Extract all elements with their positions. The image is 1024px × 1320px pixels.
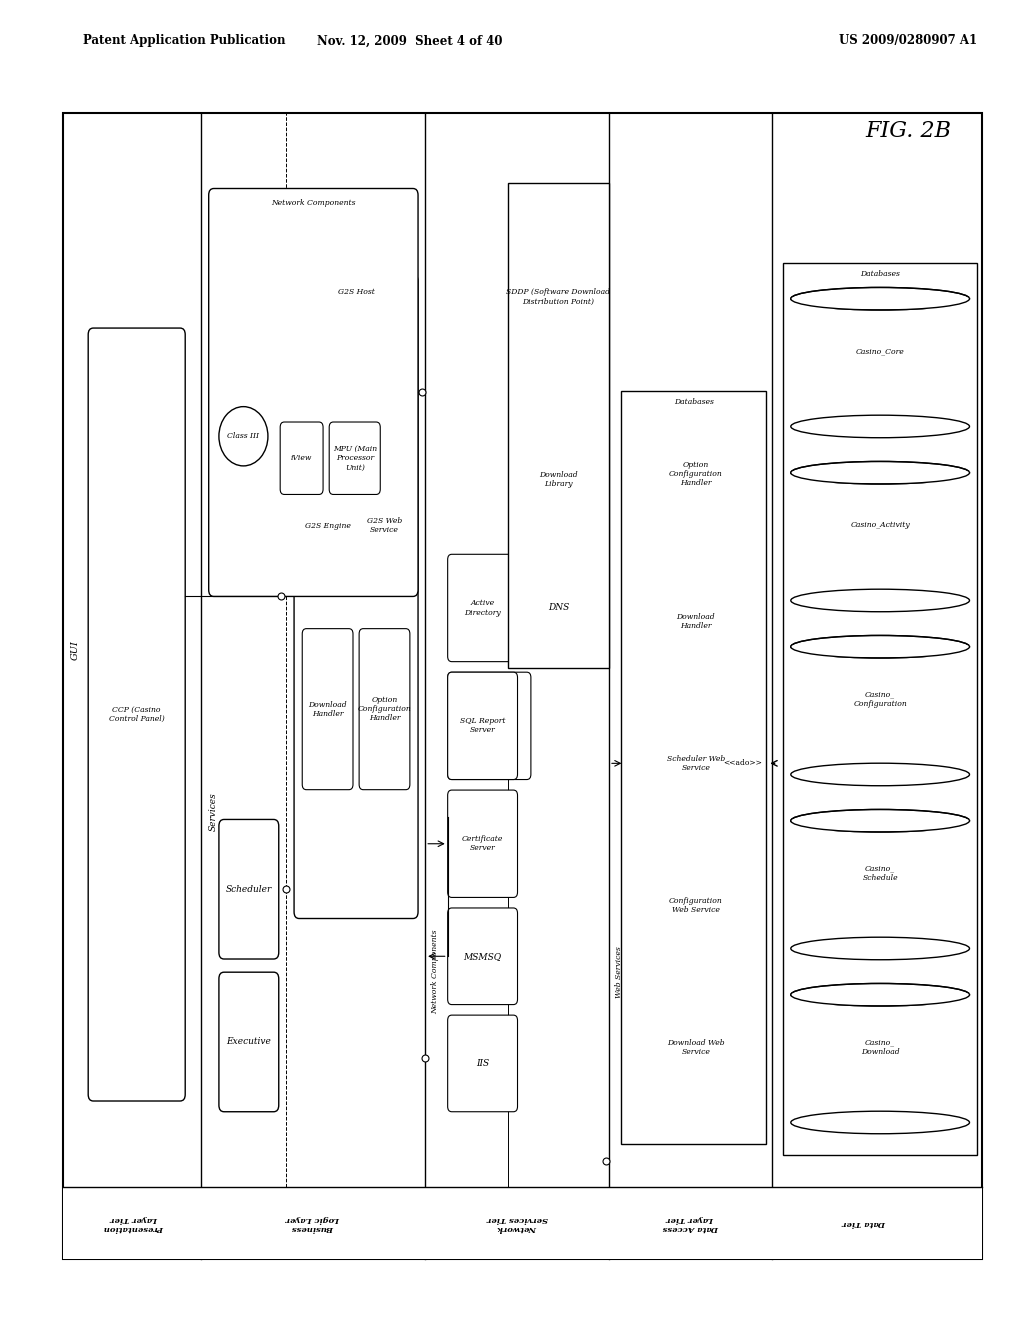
Text: DNS: DNS xyxy=(548,603,569,612)
FancyBboxPatch shape xyxy=(447,672,530,780)
FancyBboxPatch shape xyxy=(447,908,517,1005)
Text: Casino_
Schedule: Casino_ Schedule xyxy=(862,865,898,882)
FancyBboxPatch shape xyxy=(62,1187,982,1259)
FancyBboxPatch shape xyxy=(302,628,353,789)
Text: G2S Web
Service: G2S Web Service xyxy=(367,517,402,535)
Text: Databases: Databases xyxy=(860,269,899,277)
Text: Download Web
Service: Download Web Service xyxy=(667,1039,725,1056)
Ellipse shape xyxy=(791,1111,970,1134)
Ellipse shape xyxy=(219,407,268,466)
Text: FIG. 2B: FIG. 2B xyxy=(865,120,951,143)
FancyBboxPatch shape xyxy=(791,994,970,1005)
Text: G2S Engine: G2S Engine xyxy=(305,521,350,529)
Text: Patent Application Publication: Patent Application Publication xyxy=(83,34,286,48)
FancyBboxPatch shape xyxy=(447,672,517,780)
FancyBboxPatch shape xyxy=(630,557,762,686)
FancyBboxPatch shape xyxy=(447,791,517,898)
Text: Class III: Class III xyxy=(227,432,259,441)
Ellipse shape xyxy=(791,635,970,657)
Ellipse shape xyxy=(791,983,970,1006)
Text: Data Access
Layer Tier: Data Access Layer Tier xyxy=(663,1214,719,1232)
FancyBboxPatch shape xyxy=(791,645,970,656)
Text: G2S Host: G2S Host xyxy=(338,288,375,296)
Text: Nov. 12, 2009  Sheet 4 of 40: Nov. 12, 2009 Sheet 4 of 40 xyxy=(317,34,503,48)
FancyBboxPatch shape xyxy=(513,414,604,544)
FancyBboxPatch shape xyxy=(630,983,762,1111)
FancyBboxPatch shape xyxy=(630,698,762,828)
FancyBboxPatch shape xyxy=(791,471,970,483)
Text: Scheduler Web
Service: Scheduler Web Service xyxy=(667,755,725,772)
Text: Option
Configuration
Handler: Option Configuration Handler xyxy=(669,461,723,487)
Text: MSMSQ: MSMSQ xyxy=(464,952,502,961)
Text: Option
Configuration
Handler: Option Configuration Handler xyxy=(357,696,412,722)
FancyBboxPatch shape xyxy=(791,473,970,601)
Text: Casino_Activity: Casino_Activity xyxy=(850,521,910,529)
Ellipse shape xyxy=(791,288,970,310)
Text: iView: iView xyxy=(291,454,312,462)
FancyBboxPatch shape xyxy=(447,554,517,661)
FancyBboxPatch shape xyxy=(359,454,410,597)
Text: IIS: IIS xyxy=(476,1059,489,1068)
Ellipse shape xyxy=(791,809,970,832)
Text: Download
Handler: Download Handler xyxy=(677,612,715,630)
FancyBboxPatch shape xyxy=(630,404,762,544)
FancyBboxPatch shape xyxy=(791,820,970,830)
Text: Casino_Core: Casino_Core xyxy=(856,347,904,355)
FancyBboxPatch shape xyxy=(513,190,604,404)
Text: Download
Library: Download Library xyxy=(540,471,578,488)
FancyBboxPatch shape xyxy=(447,1015,517,1111)
FancyBboxPatch shape xyxy=(219,973,279,1111)
Text: MPU (Main
Processor
Unit): MPU (Main Processor Unit) xyxy=(333,445,377,471)
Text: US 2009/0280907 A1: US 2009/0280907 A1 xyxy=(839,34,977,48)
FancyBboxPatch shape xyxy=(513,554,604,661)
Text: Casino_
Download: Casino_ Download xyxy=(861,1039,899,1056)
Text: Services: Services xyxy=(208,792,217,830)
Text: Presentation
Layer Tier: Presentation Layer Tier xyxy=(104,1214,164,1232)
Text: Network
Services Tier: Network Services Tier xyxy=(486,1214,548,1232)
FancyBboxPatch shape xyxy=(622,391,766,1144)
FancyBboxPatch shape xyxy=(62,114,982,1259)
Ellipse shape xyxy=(791,416,970,438)
Text: Configuration
Web Service: Configuration Web Service xyxy=(669,896,723,913)
FancyBboxPatch shape xyxy=(294,275,418,919)
Text: Certificate
Server: Certificate Server xyxy=(462,836,503,853)
FancyBboxPatch shape xyxy=(302,454,353,597)
FancyBboxPatch shape xyxy=(329,422,380,495)
FancyBboxPatch shape xyxy=(791,647,970,775)
Text: Data Tier: Data Tier xyxy=(843,1220,886,1228)
FancyBboxPatch shape xyxy=(782,263,977,1155)
Text: <<ado>>: <<ado>> xyxy=(723,759,762,767)
Text: Executive: Executive xyxy=(226,1038,271,1047)
FancyBboxPatch shape xyxy=(791,297,970,309)
FancyBboxPatch shape xyxy=(88,329,185,1101)
FancyBboxPatch shape xyxy=(791,995,970,1122)
Ellipse shape xyxy=(791,589,970,611)
Text: Download
Handler: Download Handler xyxy=(308,701,347,718)
FancyBboxPatch shape xyxy=(281,422,324,495)
Text: Business
Logic Layer: Business Logic Layer xyxy=(286,1214,340,1232)
FancyBboxPatch shape xyxy=(630,841,762,970)
FancyBboxPatch shape xyxy=(791,298,970,426)
Text: Active
Directory: Active Directory xyxy=(464,599,501,616)
Text: Databases: Databases xyxy=(674,397,714,405)
FancyBboxPatch shape xyxy=(209,189,418,597)
FancyBboxPatch shape xyxy=(219,820,279,960)
Text: CCP (Casino
Control Panel): CCP (Casino Control Panel) xyxy=(109,706,165,723)
Text: SQL Report
Server: SQL Report Server xyxy=(460,717,505,734)
Text: Scheduler: Scheduler xyxy=(225,884,272,894)
FancyBboxPatch shape xyxy=(508,183,609,668)
Text: GUI: GUI xyxy=(71,640,80,660)
Text: Casino_
Configuration: Casino_ Configuration xyxy=(853,690,907,708)
FancyBboxPatch shape xyxy=(791,821,970,949)
Ellipse shape xyxy=(791,763,970,785)
Text: Network Components: Network Components xyxy=(431,929,439,1015)
Ellipse shape xyxy=(791,937,970,960)
Text: Network Components: Network Components xyxy=(271,199,355,207)
Ellipse shape xyxy=(791,462,970,484)
Text: SDDP (Software Download
Distribution Point): SDDP (Software Download Distribution Poi… xyxy=(507,289,610,306)
Text: Web Services: Web Services xyxy=(615,946,624,998)
FancyBboxPatch shape xyxy=(359,628,410,789)
